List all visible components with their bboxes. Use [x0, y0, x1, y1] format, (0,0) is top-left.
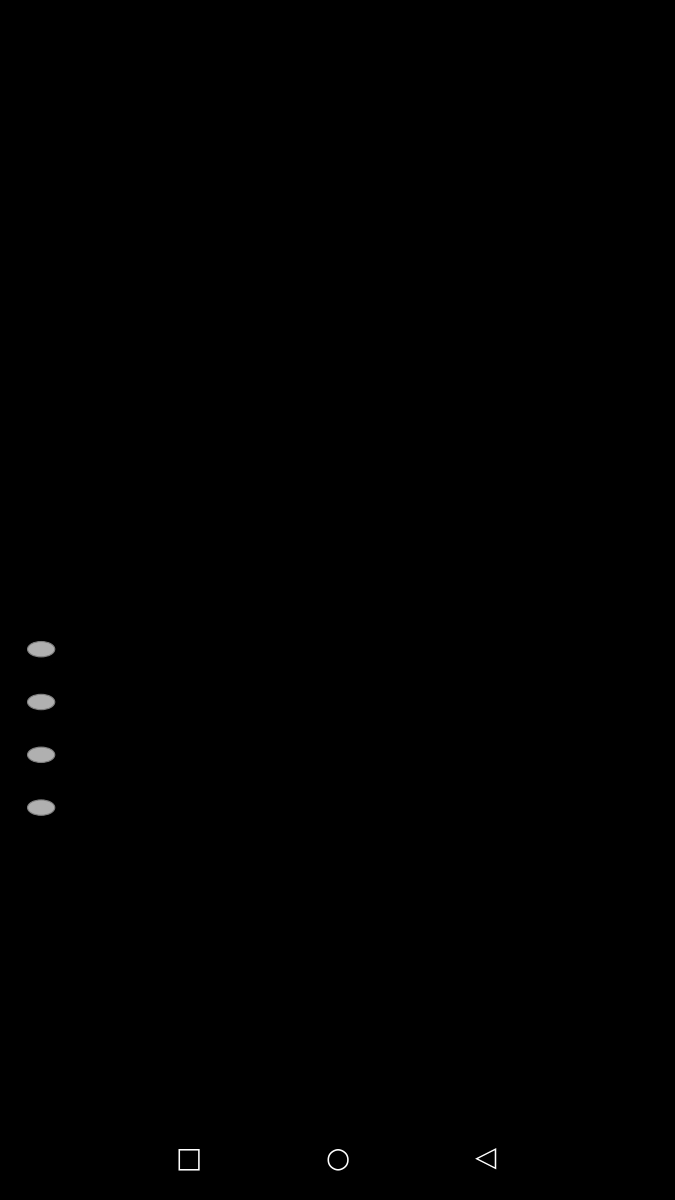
Text: 1: 1 — [68, 570, 76, 583]
Text: □: □ — [176, 1144, 202, 1172]
Text: 2: 2 — [340, 570, 347, 583]
Text: 2: 2 — [95, 570, 103, 583]
Text: 5: 5 — [410, 570, 417, 583]
Text: Determine the value of F that makes the two: Determine the value of F that makes the … — [26, 226, 388, 240]
Text: 7: 7 — [232, 570, 239, 583]
Text: c.  $704: c. $704 — [65, 745, 135, 764]
Text: d.  $686: d. $686 — [65, 799, 136, 816]
Text: End of Year: End of Year — [313, 596, 398, 610]
Circle shape — [28, 695, 55, 709]
Text: 0: 0 — [40, 570, 48, 583]
Text: In the following cash flows diagram,: In the following cash flows diagram, — [26, 176, 316, 191]
Text: F: F — [421, 436, 429, 450]
Text: cash flows diagrams equivalent if the: cash flows diagrams equivalent if the — [26, 275, 327, 290]
Text: ○: ○ — [325, 1144, 350, 1172]
Text: 0: 0 — [293, 570, 300, 583]
Text: 5: 5 — [177, 570, 184, 583]
Text: 100 100 100 100: 100 100 100 100 — [63, 437, 163, 450]
Text: interest rate i = 12% per year?: interest rate i = 12% per year? — [26, 325, 276, 340]
Text: 1: 1 — [317, 570, 324, 583]
Text: 4: 4 — [150, 570, 157, 583]
Text: 100 100: 100 100 — [198, 437, 246, 450]
Text: b.  $596: b. $596 — [65, 692, 136, 710]
Circle shape — [28, 800, 55, 815]
Text: a.  $428: a. $428 — [65, 641, 136, 658]
Circle shape — [28, 748, 55, 762]
Text: ◁: ◁ — [475, 1144, 497, 1172]
Text: End of Year: End of Year — [97, 596, 182, 610]
Text: 3: 3 — [363, 570, 371, 583]
Circle shape — [28, 642, 55, 656]
Text: 3: 3 — [123, 570, 130, 583]
Text: 6: 6 — [205, 570, 212, 583]
Text: 4: 4 — [387, 570, 394, 583]
